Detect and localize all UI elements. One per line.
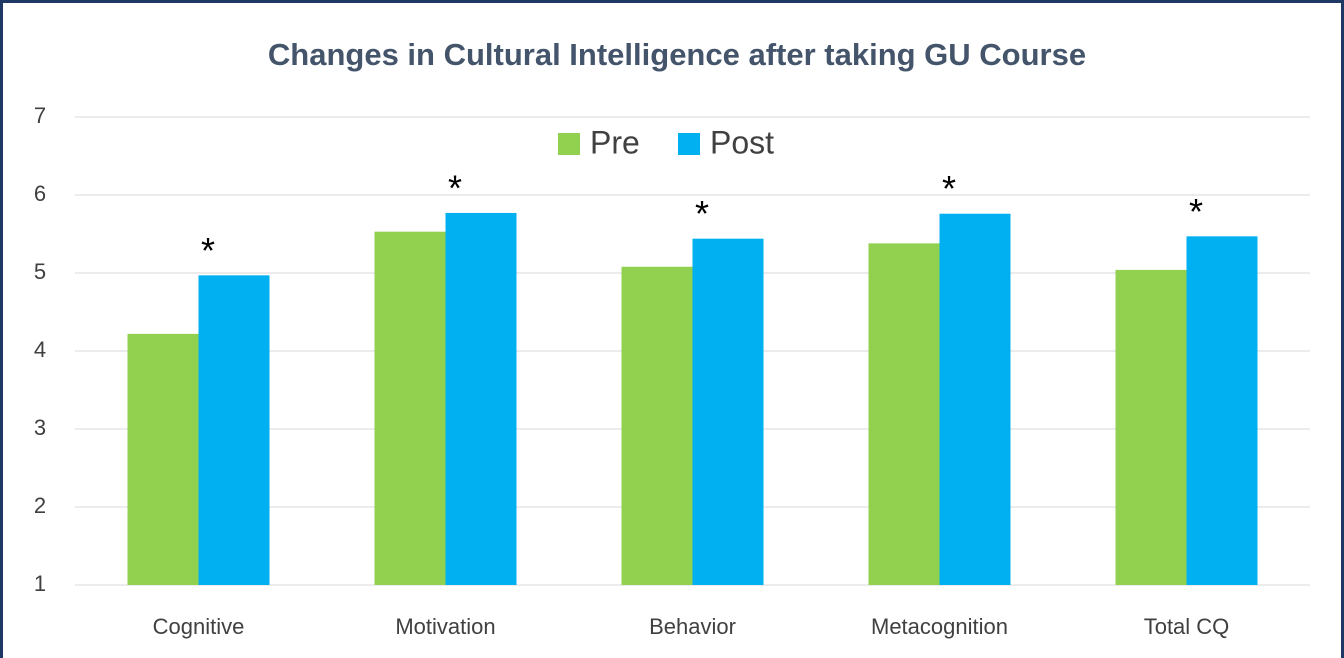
bar: [1186, 236, 1258, 585]
bar: [868, 243, 940, 586]
significance-marker: *: [695, 193, 709, 234]
bar: [621, 266, 693, 585]
bar: [939, 213, 1011, 585]
y-tick-label: 2: [34, 493, 46, 518]
bar: [198, 275, 270, 585]
bar: [445, 212, 517, 585]
bar: [374, 231, 446, 585]
x-tick-label: Metacognition: [871, 614, 1008, 639]
significance-marker: *: [448, 167, 462, 208]
significance-marker: *: [942, 168, 956, 209]
y-tick-label: 1: [34, 571, 46, 596]
y-tick-label: 6: [34, 181, 46, 206]
significance-marker: *: [201, 230, 215, 271]
y-tick-label: 5: [34, 259, 46, 284]
x-tick-label: Behavior: [649, 614, 736, 639]
bar: [692, 238, 764, 585]
bar: [127, 333, 199, 585]
y-tick-label: 7: [34, 103, 46, 128]
y-tick-label: 3: [34, 415, 46, 440]
legend-swatch: [678, 133, 700, 155]
legend-swatch: [558, 133, 580, 155]
legend-label: Pre: [590, 124, 640, 160]
bar: [1115, 269, 1187, 585]
x-tick-label: Total CQ: [1144, 614, 1230, 639]
x-tick-label: Cognitive: [153, 614, 245, 639]
significance-marker: *: [1189, 191, 1203, 232]
x-tick-label: Motivation: [395, 614, 495, 639]
y-tick-label: 4: [34, 337, 46, 362]
chart-title: Changes in Cultural Intelligence after t…: [268, 37, 1086, 72]
legend-label: Post: [710, 124, 774, 160]
